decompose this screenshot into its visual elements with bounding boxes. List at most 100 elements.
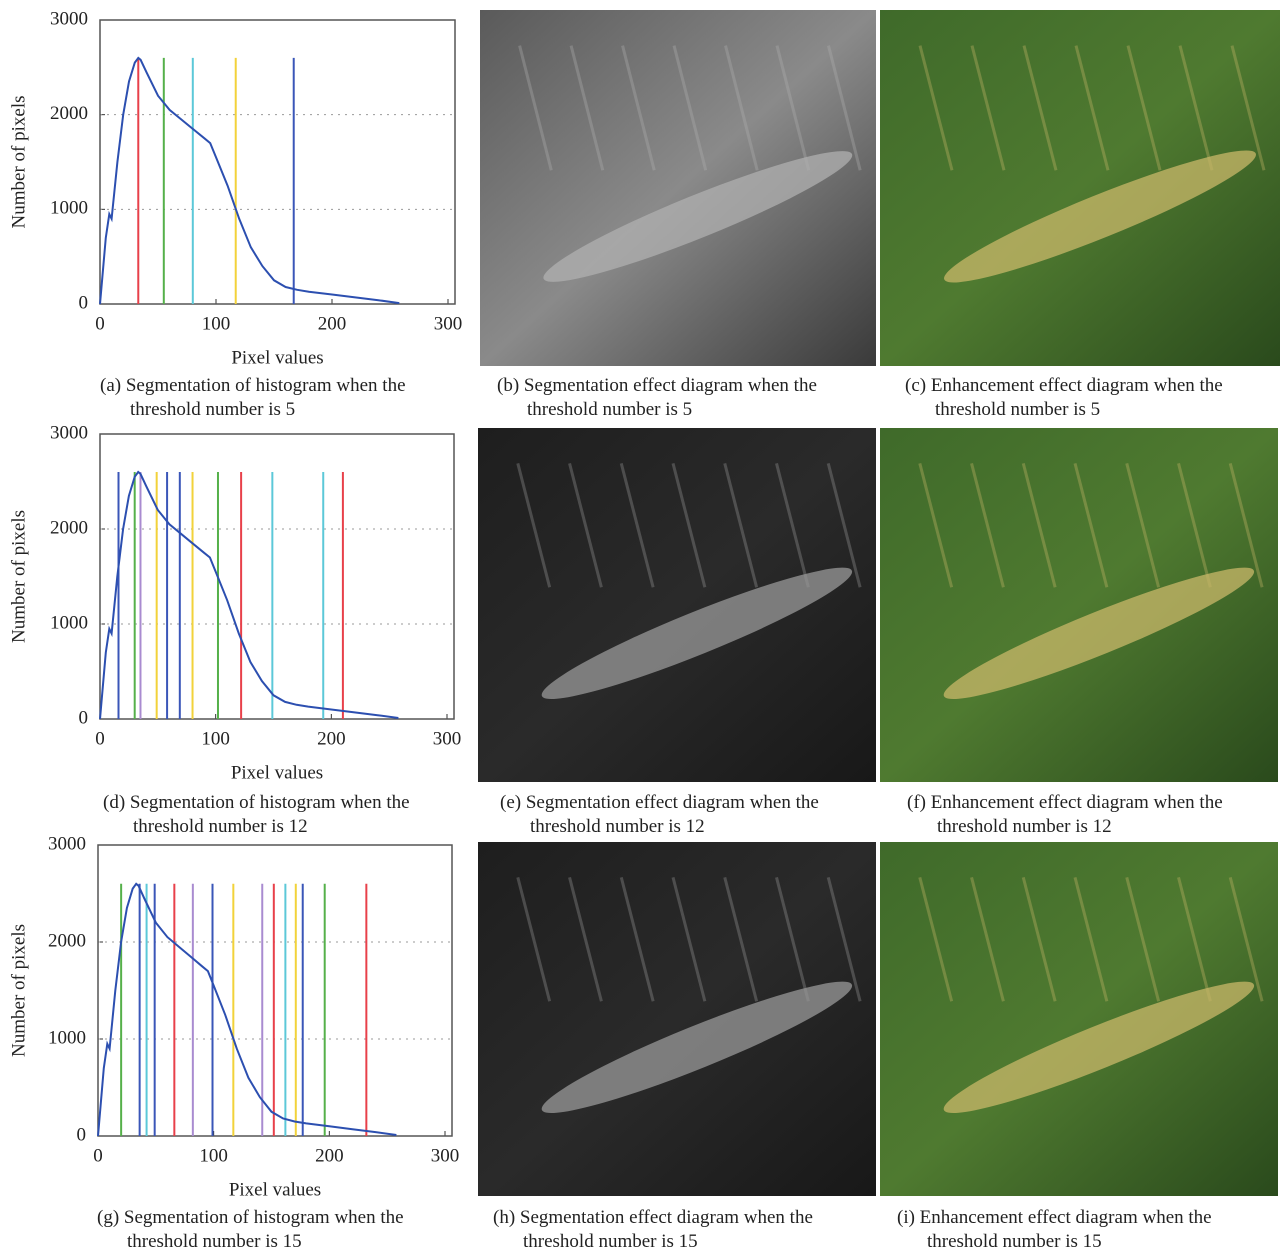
valley	[943, 567, 1255, 699]
y-tick-label: 0	[77, 1124, 87, 1145]
ridge	[918, 877, 954, 1002]
ridge	[621, 45, 656, 171]
y-tick-label: 1000	[48, 1027, 86, 1048]
x-axis-label: Pixel values	[229, 1179, 321, 1200]
ridge	[568, 877, 603, 1002]
x-tick-label: 100	[202, 313, 231, 334]
ridge	[918, 463, 954, 588]
ridge	[724, 45, 759, 171]
y-axis-label: Number of pixels	[8, 924, 29, 1057]
ridge	[723, 463, 759, 588]
ridge	[1177, 877, 1212, 1002]
valley	[541, 981, 853, 1113]
y-tick-label: 2000	[50, 103, 88, 124]
image	[478, 428, 876, 782]
caption: (c) Enhancement effect diagram when the …	[905, 375, 1223, 420]
image	[880, 428, 1278, 782]
caption: (b) Segmentation effect diagram when the…	[497, 375, 817, 420]
ridge	[671, 877, 707, 1002]
ridge	[1125, 463, 1161, 588]
ridge	[1125, 877, 1161, 1002]
x-axis-label: Pixel values	[231, 347, 323, 368]
ridge	[826, 463, 862, 588]
x-tick-label: 200	[317, 728, 346, 749]
y-tick-label: 1000	[50, 612, 88, 633]
ridge	[1021, 463, 1057, 588]
image	[880, 842, 1278, 1196]
x-tick-label: 200	[318, 313, 347, 334]
plot-frame	[99, 433, 455, 720]
caption: (i) Enhancement effect diagram when the …	[897, 1207, 1212, 1252]
ridge	[970, 45, 1006, 171]
ridge	[1022, 45, 1058, 171]
y-tick-label: 0	[79, 707, 89, 728]
ridge	[775, 877, 810, 1002]
caption: (h) Segmentation effect diagram when the…	[493, 1207, 813, 1252]
ridge	[619, 877, 655, 1002]
image	[480, 10, 876, 366]
histogram-line	[99, 470, 399, 720]
x-tick-label: 200	[315, 1145, 344, 1166]
x-tick-label: 0	[93, 1145, 103, 1166]
caption: (a) Segmentation of histogram when the t…	[100, 375, 406, 420]
ridge	[970, 463, 1005, 588]
caption: (d) Segmentation of histogram when the t…	[103, 792, 410, 837]
ridge	[672, 45, 708, 171]
ridge	[671, 463, 707, 588]
caption: (g) Segmentation of histogram when the t…	[97, 1207, 404, 1252]
x-tick-label: 100	[199, 1145, 228, 1166]
ridge	[518, 45, 553, 171]
x-tick-label: 100	[201, 728, 230, 749]
ridge	[568, 463, 603, 588]
plot-frame	[99, 19, 456, 305]
x-tick-label: 0	[95, 728, 105, 749]
y-tick-label: 3000	[48, 833, 86, 854]
y-tick-label: 1000	[50, 198, 88, 219]
ridge	[827, 45, 862, 171]
ridge	[970, 877, 1005, 1002]
ridge	[1178, 45, 1214, 171]
histogram-line	[97, 882, 397, 1137]
plot-frame	[97, 844, 453, 1137]
y-tick-label: 2000	[50, 517, 88, 538]
image	[880, 10, 1280, 366]
caption: (e) Segmentation effect diagram when the…	[500, 792, 819, 837]
ridge	[619, 463, 655, 588]
ridge	[723, 877, 759, 1002]
x-tick-label: 300	[433, 728, 462, 749]
y-tick-label: 3000	[50, 8, 88, 29]
ridge	[516, 463, 552, 588]
x-axis-label: Pixel values	[231, 762, 323, 783]
ridge	[775, 45, 811, 171]
valley	[541, 567, 853, 699]
ridge	[1126, 45, 1162, 171]
valley	[543, 151, 853, 282]
y-axis-label: Number of pixels	[8, 510, 29, 643]
y-tick-label: 3000	[50, 422, 88, 443]
ridge	[1073, 877, 1109, 1002]
valley	[944, 150, 1256, 283]
y-axis-label: Number of pixels	[8, 96, 29, 229]
x-tick-label: 300	[434, 313, 463, 334]
ridge	[918, 45, 954, 171]
x-tick-label: 0	[95, 313, 105, 334]
x-tick-label: 300	[431, 1145, 460, 1166]
ridge	[1228, 877, 1264, 1002]
ridge	[775, 463, 810, 588]
histogram-line	[99, 56, 400, 305]
y-tick-label: 2000	[48, 930, 86, 951]
ridge	[1074, 45, 1110, 171]
ridge	[1177, 463, 1212, 588]
ridge	[1230, 45, 1266, 171]
ridge	[1073, 463, 1109, 588]
ridge	[826, 877, 862, 1002]
ridge	[1021, 877, 1057, 1002]
ridge	[516, 877, 552, 1002]
ridge	[1228, 463, 1264, 588]
image	[478, 842, 876, 1196]
y-tick-label: 0	[79, 292, 89, 313]
valley	[943, 981, 1255, 1113]
caption: (f) Enhancement effect diagram when the …	[907, 792, 1223, 837]
